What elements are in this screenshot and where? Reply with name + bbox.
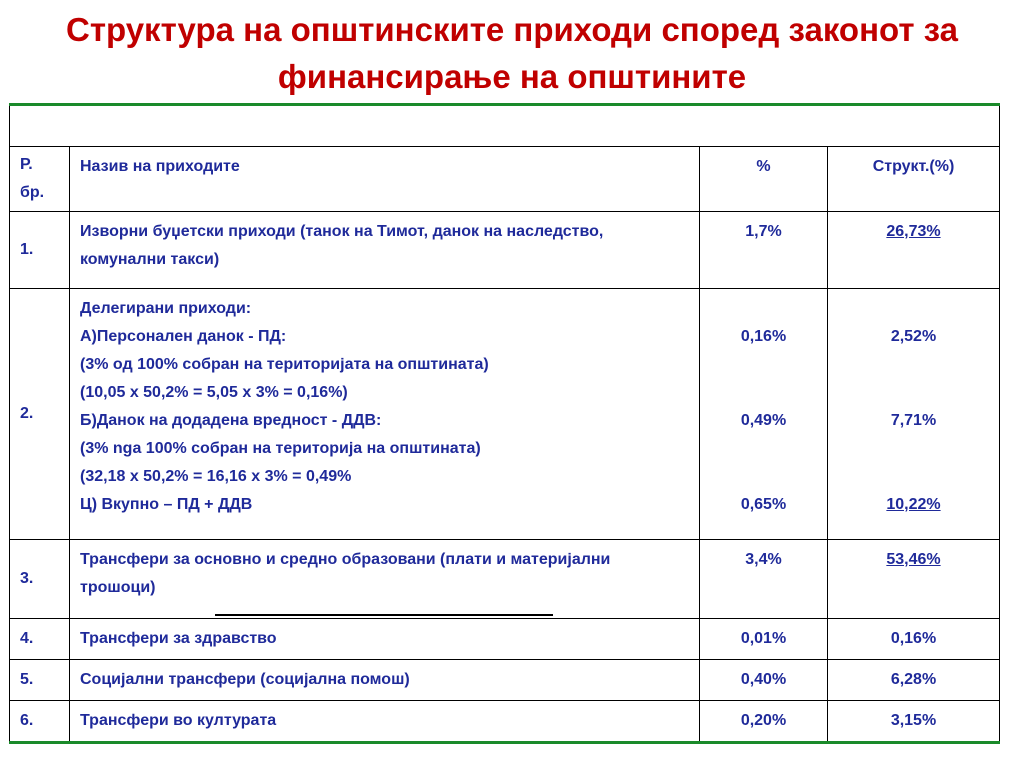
header-name: Назив на приходите [69,146,700,212]
row-name: Делегирани приходи: А)Персонален данок -… [69,288,700,540]
row-structure: 0,16% [827,618,1000,660]
structure-total: 10,22% [886,496,941,513]
row2-line-2: А)Персонален данок - ПД: [80,328,287,345]
row-no: 6. [9,700,70,743]
table-row: 4. Трансфери за здравство 0,01% 0,16% [9,618,1000,660]
structure-pd: 2,52% [890,328,937,345]
row2-line-7: (32,18 х 50,2% = 16,16 х 3% = 0,49% [80,468,352,485]
row-name: Изворни буџетски приходи (танок на Тимот… [69,211,700,289]
separator-line [215,614,553,616]
row-structure: 3,15% [827,700,1000,743]
structure-ddv: 7,71% [890,412,937,429]
row-name: Социјални трансфери (социјална помош) [69,659,700,701]
row-name: Трансфери во културата [69,700,700,743]
table-row: 6. Трансфери во културата 0,20% 3,15% [9,700,1000,743]
header-percent: % [699,146,828,212]
row2-line-4: (10,05 х 50,2% = 5,05 х 3% = 0,16%) [80,384,348,401]
title-line-2: финансирање на општините [277,58,747,95]
empty-cell [9,104,1000,147]
page-title: Структура на општинските приходи според … [0,6,1024,100]
row-percent: 1,7% [699,211,828,289]
table-row: 5. Социјални трансфери (социјална помош)… [9,659,1000,701]
table-empty-row [9,104,1000,147]
row-percent: 0,01% [699,618,828,660]
table-row: 1. Изворни буџетски приходи (танок на Ти… [9,211,1000,289]
row-structure: 6,28% [827,659,1000,701]
row-no: 3. [9,539,70,619]
row-structure: 26,73% [827,211,1000,289]
revenue-table: Р. бр. Назив на приходите % Структ.(%) 1… [9,103,1000,744]
row-structure: 2,52% 7,71% 10,22% [827,288,1000,540]
table-row: 2. Делегирани приходи: А)Персонален дано… [9,288,1000,540]
row2-line-1: Делегирани приходи: [80,300,252,317]
row2-line-3: (3% од 100% собран на територијата на оп… [80,356,489,373]
row-percent: 3,4% [699,539,828,619]
row-percent: 0,20% [699,700,828,743]
row-name: Трансфери за здравство [69,618,700,660]
row-percent: 0,16% 0,49% 0,65% [699,288,828,540]
row2-line-8: Ц) Вкупно – ПД + ДДВ [80,496,253,513]
row-no: 2. [9,288,70,540]
percent-total: 0,65% [740,496,787,513]
row-name: Трансфери за основно и средно образовани… [69,539,700,619]
percent-pd: 0,16% [740,328,787,345]
percent-ddv: 0,49% [740,412,787,429]
header-no: Р. бр. [9,146,70,212]
row-no: 4. [9,618,70,660]
row-no: 1. [9,211,70,289]
row2-line-6: (3% nga 100% собран на територија на опш… [80,440,481,457]
header-structure: Структ.(%) [827,146,1000,212]
table-header-row: Р. бр. Назив на приходите % Структ.(%) [9,146,1000,212]
row-no: 5. [9,659,70,701]
row-structure: 53,46% [827,539,1000,619]
row2-line-5: Б)Данок на додадена вредност - ДДВ: [80,412,382,429]
title-line-1: Структура на општинските приходи според … [65,11,958,48]
row-percent: 0,40% [699,659,828,701]
table-row: 3. Трансфери за основно и средно образов… [9,539,1000,619]
